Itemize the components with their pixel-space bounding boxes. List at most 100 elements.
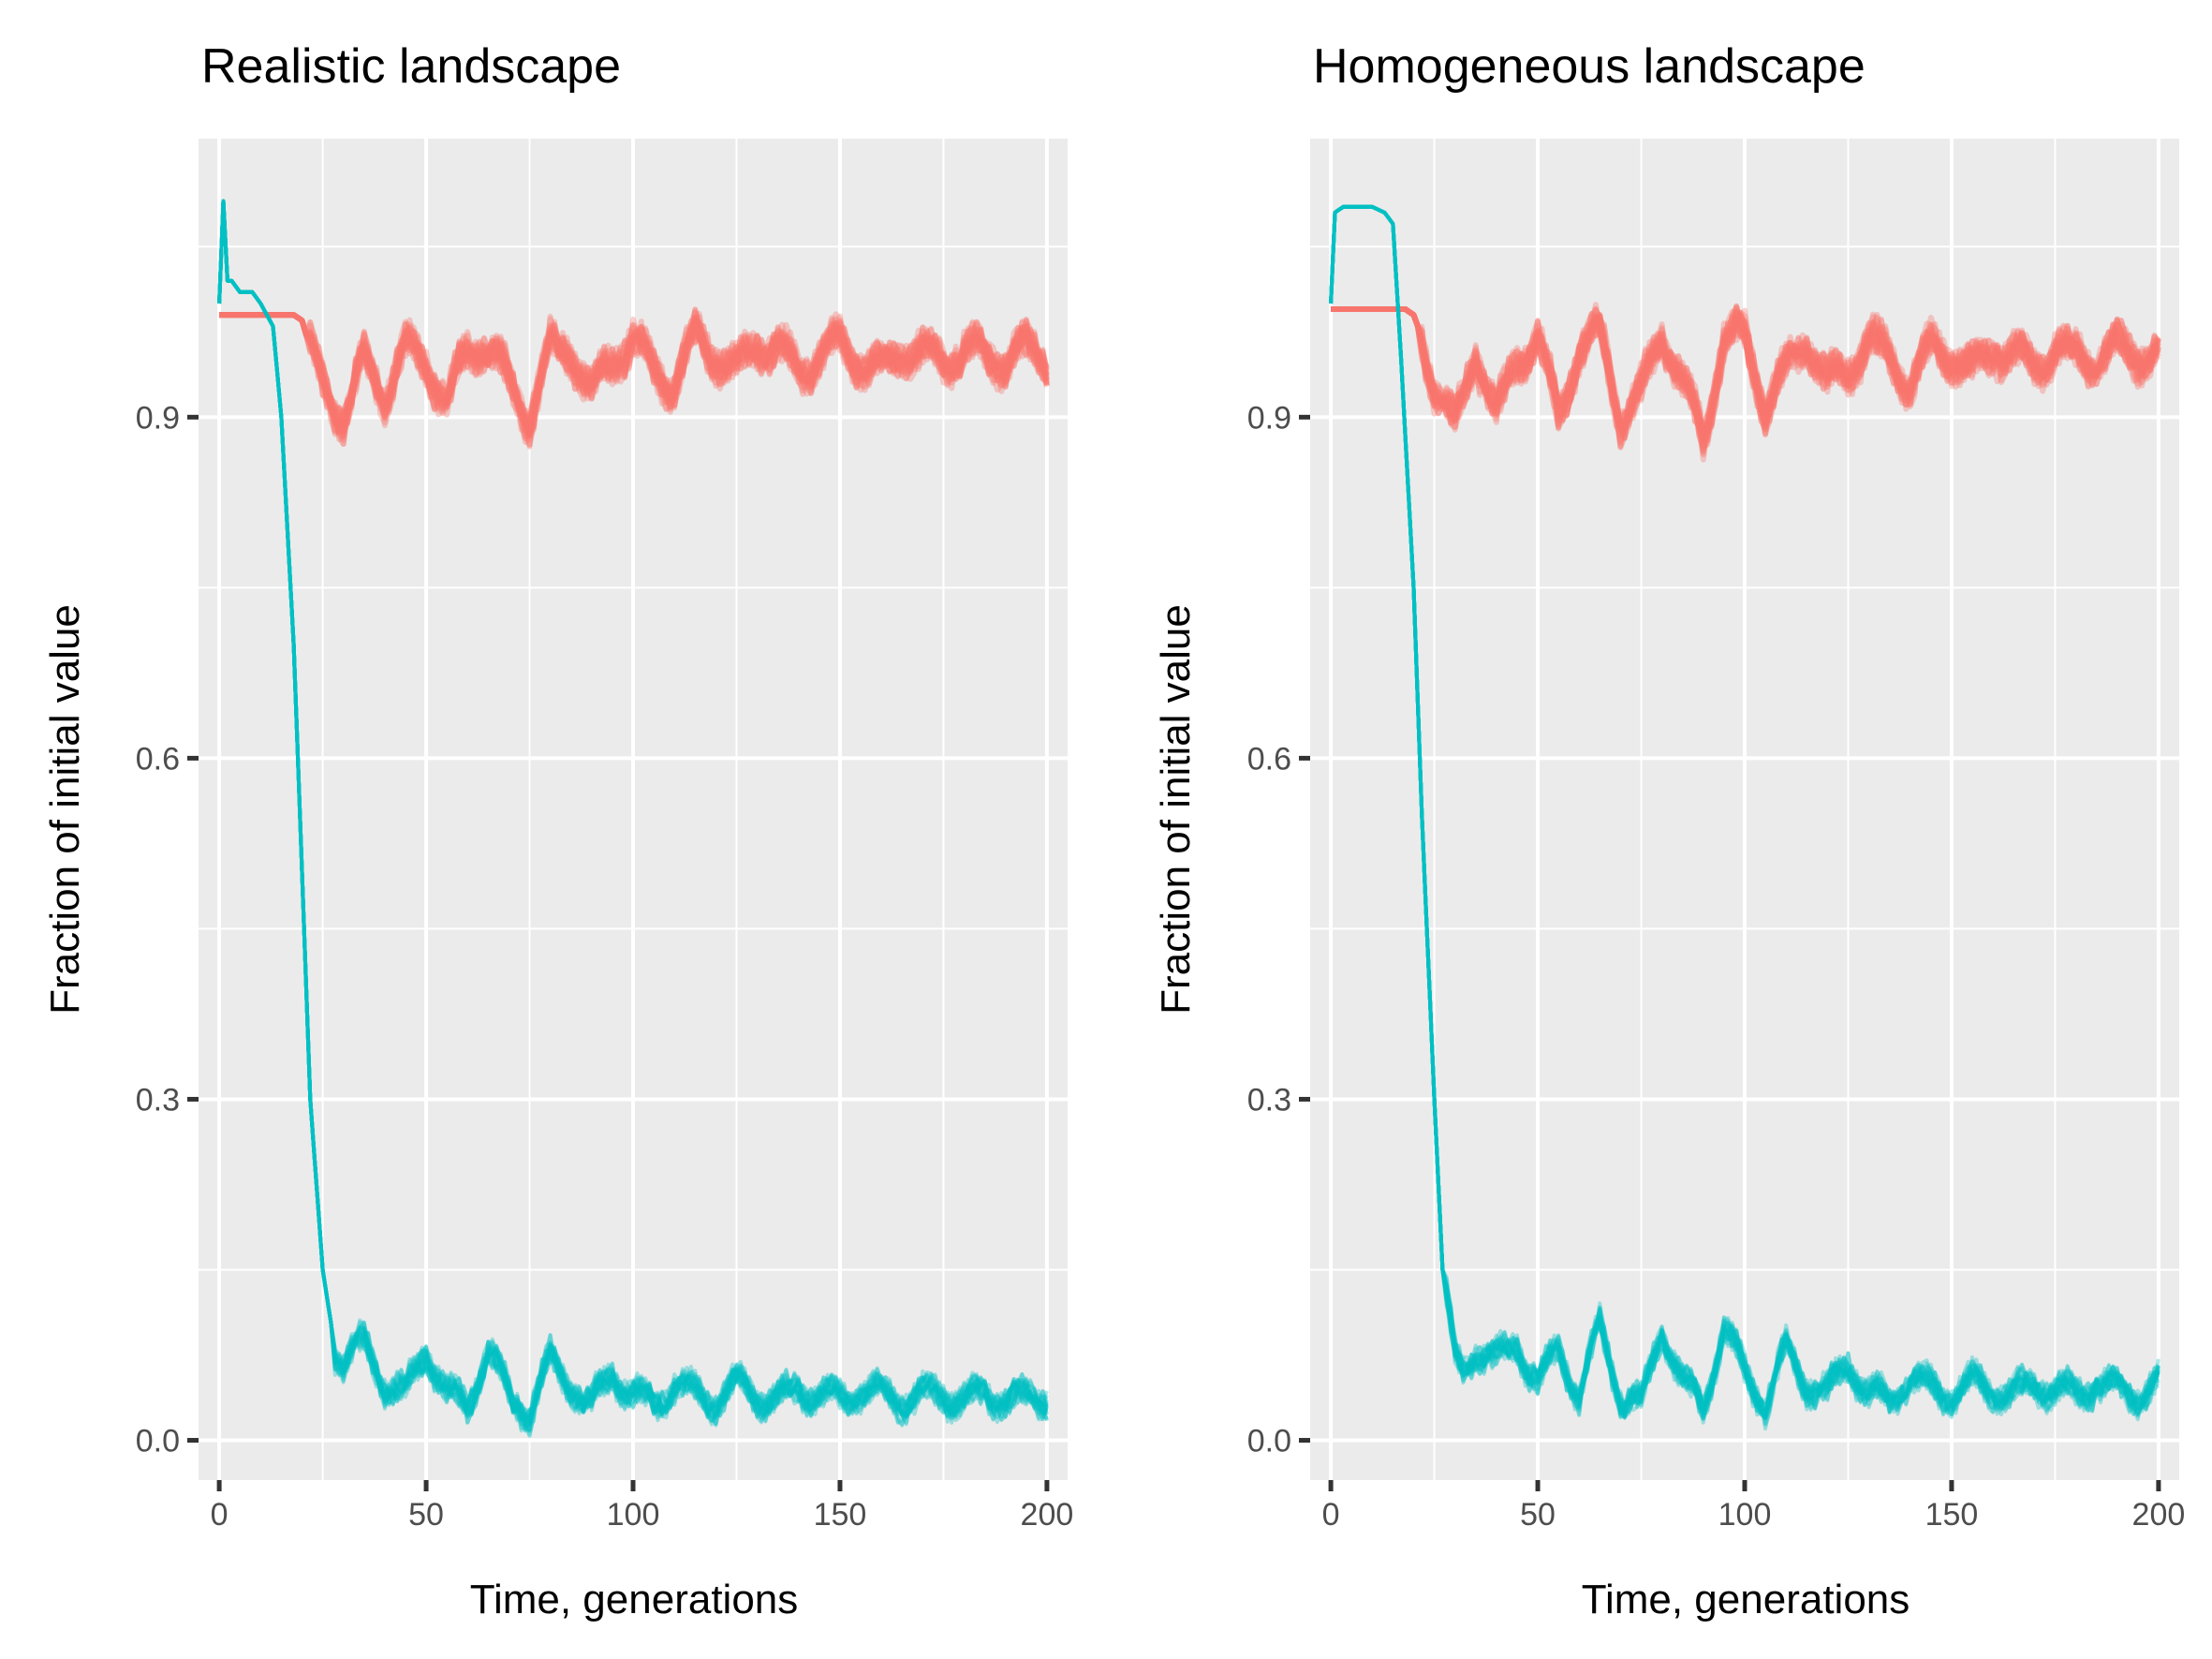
panel-title: Homogeneous landscape [1313,39,1865,94]
series-line-red [219,312,1050,448]
series-line-red [219,312,1050,435]
series-line-red [219,312,1050,440]
series-line-red [1331,306,2161,439]
series-line-teal [1329,204,2160,1417]
series-line-red [1331,306,2161,442]
series-line-teal [217,199,1049,1424]
gridlines [1310,139,2179,1480]
series-line-teal [1329,204,2160,1419]
series-line-red [1331,302,2161,463]
series-lines [217,199,1050,1439]
x-tick-label: 200 [1021,1497,1074,1533]
gridlines [199,139,1068,1480]
series-line-red [219,306,1050,449]
series-line-teal [1329,204,2160,1421]
series-line-teal [217,199,1049,1426]
series-line-red [219,312,1049,447]
series-line-teal [217,199,1049,1428]
y-tick-label: 0.0 [1247,1424,1291,1459]
series-line-teal [217,199,1049,1427]
series-line-teal [1329,204,2160,1416]
series-line-teal [217,199,1049,1439]
series-line-teal [1329,204,2160,1420]
series-line-teal [1329,204,2160,1420]
series-line-teal [217,199,1049,1427]
series-line-red [1331,306,2160,456]
y-axis-title: Fraction of initial value [1153,604,1199,1015]
x-tick-label: 150 [1925,1497,1979,1533]
y-axis-title: Fraction of initial value [42,604,88,1015]
series-line-teal [217,199,1049,1432]
series-line-red [1331,306,2161,434]
series-line-teal [217,199,1049,1424]
series-line-teal [1329,204,2160,1416]
series-line-red [219,309,1050,447]
x-tick-label: 100 [1718,1497,1772,1533]
series-line-red [219,312,1050,436]
y-tick-label: 0.3 [136,1082,180,1118]
x-tick-label: 150 [814,1497,867,1533]
series-line-teal [1329,204,2160,1428]
series-line-teal [1329,204,2160,1425]
series-line-teal [1329,204,2160,1418]
series-line-red [1331,304,2160,441]
series-line-teal [1329,204,2160,1418]
series-lines [1329,204,2161,1431]
series-line-teal [217,199,1049,1427]
x-tick-label: 50 [408,1497,444,1533]
y-tick-label: 0.9 [1247,400,1291,436]
series-line-teal [217,199,1049,1437]
series-line-red [219,312,1050,443]
series-line-red [219,312,1050,437]
series-line-teal [217,199,1049,1433]
series-line-red [1331,306,2161,445]
series-line-red [1331,306,2161,446]
series-line-teal [217,199,1049,1428]
series-line-teal [1329,204,2160,1422]
x-tick-label: 50 [1520,1497,1556,1533]
series-line-teal [217,199,1049,1432]
x-axis-title: Time, generations [470,1577,799,1622]
series-line-teal [1329,204,2160,1421]
y-tick-label: 0.6 [1247,741,1291,777]
series-line-teal [217,199,1049,1431]
series-line-red [1331,306,2161,437]
chart-panel-realistic: Realistic landscape 0 50 100 150 200 0.0 0.3 0.… [42,39,1073,1622]
series-line-teal [217,199,1049,1430]
x-tick-label: 200 [2132,1497,2186,1533]
series-line-red [219,312,1050,443]
series-line-red [219,310,1050,439]
series-line-red [219,312,1050,437]
x-axis-title: Time, generations [1582,1577,1910,1622]
series-line-teal [1329,204,2160,1416]
x-tick-label: 0 [211,1497,229,1533]
y-tick-label: 0.9 [136,400,180,436]
series-line-red [219,312,1050,439]
series-line-teal [217,199,1049,1433]
x-tick-label: 100 [607,1497,660,1533]
axis-ticks: 0 50 100 150 200 0.0 0.3 0.6 0.9 [1247,400,2186,1533]
series-line-teal [1329,204,2160,1417]
series-line-teal [217,199,1048,1426]
series-line-red [219,312,1050,443]
y-tick-label: 0.6 [136,741,180,777]
series-line-teal [1329,204,2160,1420]
series-line-red [1331,305,2161,458]
x-tick-label: 0 [1322,1497,1340,1533]
series-line-teal [1329,204,2160,1421]
y-tick-label: 0.3 [1247,1082,1291,1118]
series-line-red [1331,304,2160,451]
series-line-red [219,312,1050,432]
y-tick-label: 0.0 [136,1424,180,1459]
series-line-red [1331,306,2161,441]
series-line-red [219,311,1050,450]
series-line-red [219,312,1049,439]
series-line-red [219,306,1050,445]
series-line-teal [217,199,1049,1431]
series-line-red [219,312,1050,437]
series-line-teal [1329,204,2160,1416]
chart-panel-homogeneous: Homogeneous landscape 0 50 100 150 200 0.0 0.3… [1153,39,2185,1622]
series-line-red [1331,304,2161,450]
series-line-red [1331,306,2160,451]
